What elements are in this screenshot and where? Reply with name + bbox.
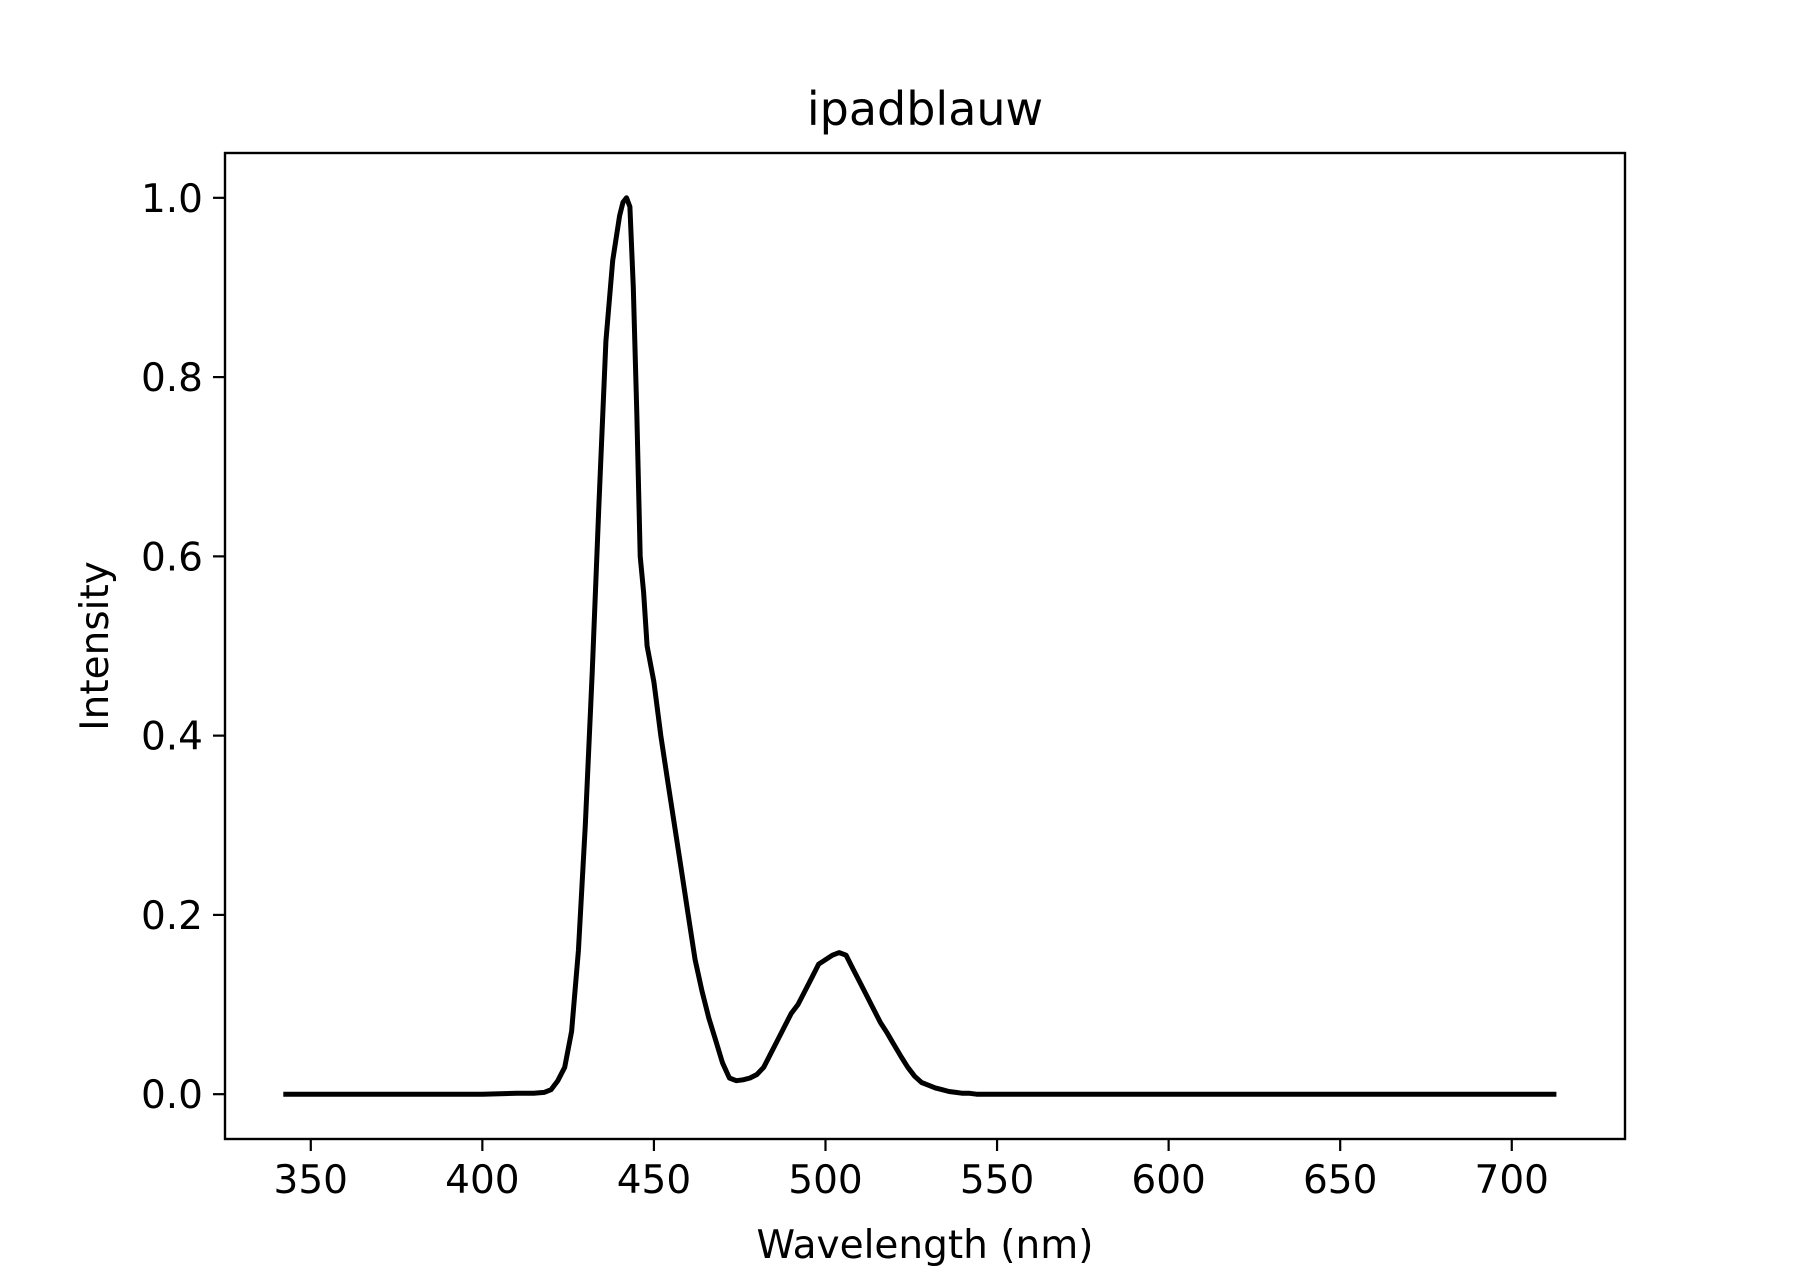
x-tick-label: 450 (617, 1158, 691, 1203)
x-axis: 350 400 450 500 550 600 650 700 (274, 1139, 1549, 1203)
plot-area (223, 151, 1627, 1141)
y-tick-label: 0.6 (141, 535, 203, 580)
series-layer (283, 195, 1557, 1097)
x-axis-label: Wavelength (nm) (757, 1223, 1094, 1268)
x-tick-label: 500 (788, 1158, 862, 1203)
y-axis: 0.0 0.2 0.4 0.6 0.8 1.0 (141, 177, 225, 1118)
x-tick-label: 350 (274, 1158, 348, 1203)
x-tick-label: 550 (960, 1158, 1034, 1203)
x-tick-label: 600 (1131, 1158, 1205, 1203)
y-axis-label: Intensity (73, 561, 118, 731)
y-tick-label: 1.0 (141, 177, 203, 222)
y-tick-label: 0.8 (141, 356, 203, 401)
chart-title: ipadblauw (807, 82, 1043, 136)
series-line-0 (283, 195, 1557, 1097)
y-tick-label: 0.0 (141, 1073, 203, 1118)
x-tick-label: 650 (1303, 1158, 1377, 1203)
y-tick-label: 0.2 (141, 894, 203, 939)
x-tick-label: 400 (445, 1158, 519, 1203)
y-tick-label: 0.4 (141, 715, 203, 760)
plot-frame (223, 151, 1627, 1141)
x-tick-label: 700 (1475, 1158, 1549, 1203)
